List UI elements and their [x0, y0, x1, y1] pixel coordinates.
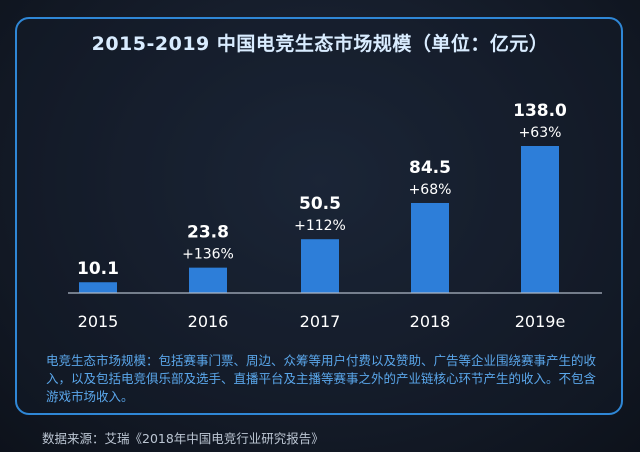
- value-label-2017: 50.5: [299, 194, 341, 214]
- bar-2016: [189, 267, 227, 293]
- growth-label-2017: +112%: [294, 218, 346, 234]
- growth-label-2016: +136%: [182, 247, 234, 263]
- growth-label-2019e: +63%: [519, 125, 562, 141]
- growth-label-2018: +68%: [409, 182, 452, 198]
- value-label-2015: 10.1: [77, 259, 119, 279]
- chart-title: 2015-2019 中国电竞生态市场规模（单位：亿元）: [91, 33, 549, 55]
- x-tick-2015: 2015: [78, 312, 119, 331]
- data-source: 数据来源：艾瑞《2018年中国电竞行业研究报告》: [42, 431, 324, 446]
- x-tick-2016: 2016: [188, 312, 229, 331]
- value-label-2016: 23.8: [187, 223, 229, 243]
- bars-layer: [79, 146, 559, 293]
- bar-2018: [411, 202, 449, 293]
- bar-2015: [79, 282, 117, 293]
- value-label-2018: 84.5: [409, 158, 451, 178]
- definition-note: 电竞生态市场规模：包括赛事门票、周边、众筹等用户付费以及赞助、广告等企业围绕赛事…: [46, 353, 597, 404]
- x-tick-2019e: 2019e: [515, 312, 566, 331]
- x-tick-2017: 2017: [300, 312, 341, 331]
- bar-2017: [301, 239, 339, 293]
- value-label-2019e: 138.0: [513, 101, 567, 121]
- x-tick-2018: 2018: [410, 312, 451, 331]
- labels-layer: 10.1 2015 23.8 +136% 2016 50.5 +112% 2017 84.5 +6…: [77, 101, 567, 331]
- bar-2019e: [521, 146, 559, 293]
